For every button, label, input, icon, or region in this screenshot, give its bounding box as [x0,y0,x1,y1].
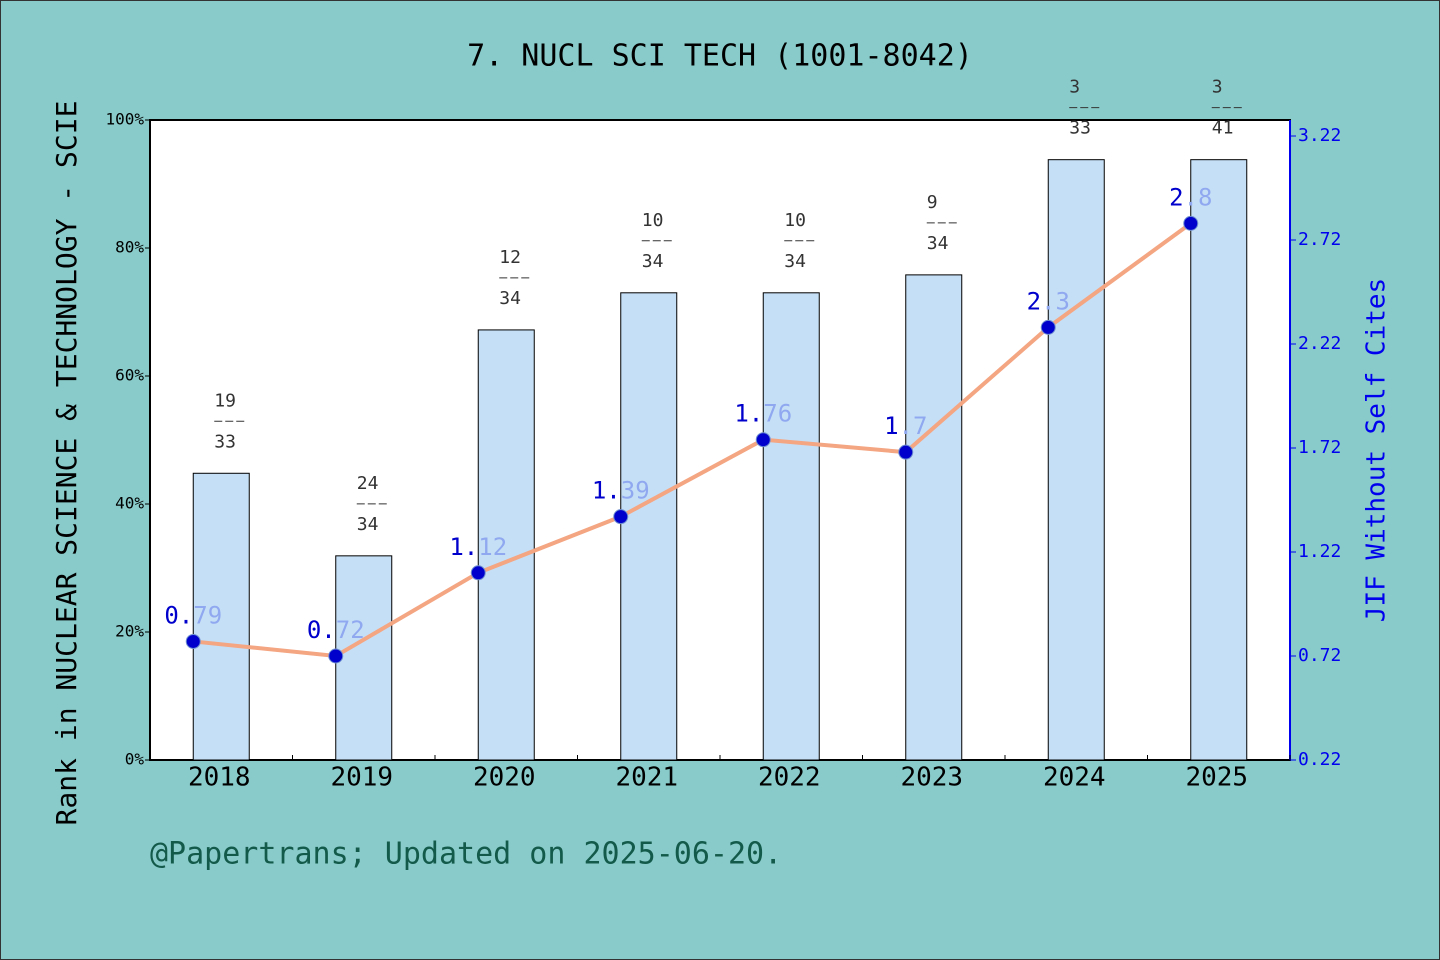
rank-label: 10 [642,210,664,231]
bar [620,292,678,761]
rank-label: 12 [499,247,521,268]
x-tick-label: 2025 [1185,763,1248,793]
y2-tick-label: 0.22 [1298,749,1341,770]
value-label: 0.79 [164,601,222,629]
y-tick-label: 60% [115,366,144,385]
bar [477,329,535,761]
rank-label: 24 [357,473,379,494]
total-label: 34 [357,514,379,535]
bar [192,472,250,761]
marker [898,444,914,460]
marker [613,509,629,525]
x-tick-label: 2019 [330,763,393,793]
x-tick-label: 2018 [188,763,251,793]
y2-tick-label: 1.22 [1298,541,1341,562]
y-tick-label: 0% [125,750,145,769]
rank-label: 19 [214,390,236,411]
rank-label: 3 [1212,77,1223,98]
value-label: 1.39 [592,477,650,505]
x-tick-label: 2022 [758,763,821,793]
total-label: 34 [499,288,521,309]
total-label: 34 [642,251,664,272]
y-tick-label: 20% [115,622,144,641]
y-tick-label: 100% [105,110,144,129]
x-tick-label: 2021 [615,763,678,793]
marker [185,633,201,649]
y-tick-label: 40% [115,494,144,513]
y-axis-label: Rank in NUCLEAR SCIENCE & TECHNOLOGY - S… [50,101,83,826]
y2-tick-label: 3.22 [1298,125,1341,146]
x-tick-label: 2020 [473,763,536,793]
x-tick-label: 2023 [900,763,963,793]
y2-axis-label: JIF Without Self Cites [1362,278,1392,622]
marker [755,432,771,448]
footnote: @Papertrans; Updated on 2025-06-20. [150,837,782,872]
value-label: 1.7 [884,412,927,440]
rank-label: 10 [784,210,806,231]
bar [1190,159,1248,761]
marker [470,565,486,581]
y2-tick-label: 2.22 [1298,333,1341,354]
value-label: 0.72 [307,616,365,644]
value-label: 2.3 [1027,287,1070,315]
rank-label: 3 [1069,77,1080,98]
chart-title: 7. NUCL SCI TECH (1001-8042) [467,39,973,74]
bar [762,292,820,761]
plot-area [149,119,1291,761]
total-label: 33 [214,431,236,452]
bar [905,274,963,761]
total-label: 34 [784,251,806,272]
bar [1047,159,1105,761]
value-label: 1.12 [449,533,507,561]
total-label: 34 [927,233,949,254]
line [193,221,1192,659]
value-label: 2.8 [1169,183,1212,211]
total-label: 33 [1069,118,1091,139]
marker [328,648,344,664]
total-label: 41 [1212,118,1234,139]
marker [1040,319,1056,335]
y2-tick-label: 2.72 [1298,229,1341,250]
x-tick-label: 2024 [1043,763,1106,793]
y-tick-label: 80% [115,238,144,257]
y2-tick-label: 0.72 [1298,645,1341,666]
value-label: 1.76 [734,400,792,428]
rank-label: 9 [927,192,938,213]
marker [1183,215,1199,231]
bar [335,555,393,761]
y2-tick-label: 1.72 [1298,437,1341,458]
